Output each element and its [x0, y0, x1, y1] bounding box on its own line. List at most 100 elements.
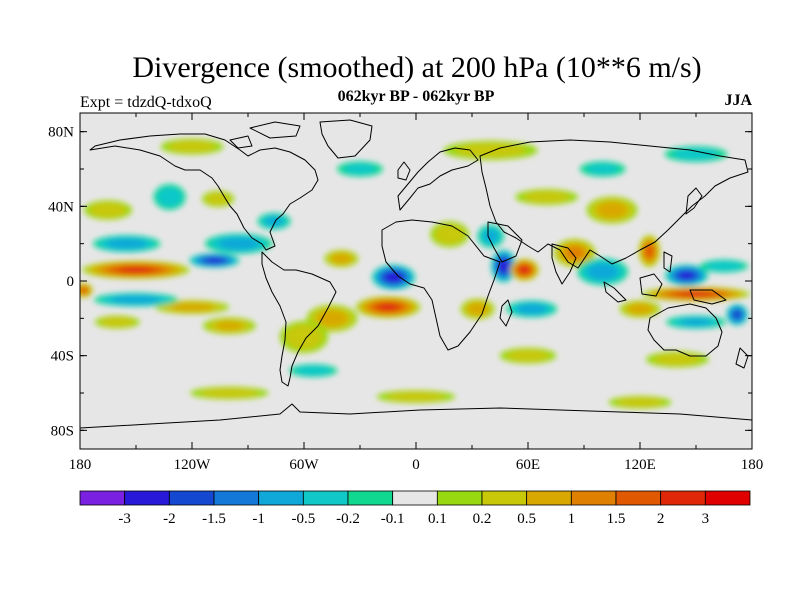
field-anomaly-28: [586, 196, 638, 224]
field-contour: [377, 303, 399, 311]
field-contour: [110, 295, 162, 304]
x-tick-label: 180: [741, 457, 764, 473]
field-contour: [483, 230, 498, 243]
coastline-south-america: [261, 251, 337, 387]
field-contour: [586, 163, 619, 175]
colorbar-label: 3: [702, 511, 710, 527]
divergence-field: [80, 138, 750, 409]
field-contour: [99, 317, 135, 328]
field-contour: [285, 324, 323, 350]
field-contour: [506, 349, 550, 362]
field-anomaly-29: [577, 258, 628, 286]
colorbar-label: -3: [118, 511, 131, 527]
field-anomaly-15: [372, 264, 416, 290]
field-contour: [705, 261, 743, 272]
colorbar-swatch: [436, 490, 483, 506]
coastline-arabia: [487, 221, 523, 263]
coastline-antarctica: [80, 403, 752, 429]
field-contour: [218, 237, 259, 250]
field-anomaly-4: [202, 317, 256, 335]
field-anomaly-46: [579, 161, 626, 177]
field-anomaly-37: [499, 347, 557, 364]
field-anomaly-33: [642, 286, 750, 302]
coastline-new-guinea: [689, 289, 727, 305]
x-tick-label: 0: [412, 457, 420, 473]
field-anomaly-12: [202, 190, 235, 207]
field-contour: [680, 318, 712, 326]
field-contour: [386, 392, 446, 402]
colorbar-swatch: [660, 490, 706, 506]
coastline-philippines: [663, 251, 673, 273]
field-anomaly-8: [204, 233, 273, 254]
field-anomaly-7: [92, 235, 161, 253]
colorbar-swatch: [258, 490, 304, 506]
colorbar-swatch: [526, 490, 572, 506]
coastline-greenland: [319, 119, 373, 159]
colorbar-label: 0.2: [473, 511, 492, 527]
field-contour: [677, 291, 715, 297]
colorbar-swatch: [704, 490, 751, 506]
field-anomaly-2: [80, 283, 93, 298]
field-anomaly-30: [638, 235, 660, 268]
y-tick-label: 40S: [51, 349, 74, 365]
coastline-australia: [647, 303, 723, 357]
field-anomaly-40: [376, 390, 456, 404]
field-anomaly-10: [83, 200, 133, 220]
field-anomaly-3: [154, 300, 230, 314]
coastline-africa: [381, 219, 501, 351]
coastline-india: [551, 243, 577, 285]
field-contour: [106, 238, 147, 249]
y-tick-label: 0: [67, 274, 75, 290]
field-anomaly-14: [324, 250, 359, 268]
colorbar-label: 1.5: [607, 511, 626, 527]
field-contour: [516, 303, 547, 315]
field-contour: [206, 258, 223, 263]
field-anomaly-11: [153, 184, 186, 210]
field-anomaly-45: [337, 161, 383, 177]
experiment-label: Expt = tdzdQ-tdxoQ: [80, 94, 212, 111]
coastline-europe: [397, 147, 479, 211]
x-tick-label: 60W: [289, 457, 319, 473]
y-tick-label: 40N: [48, 199, 74, 215]
field-contour: [732, 309, 742, 320]
field-contour: [80, 287, 88, 294]
field-contour: [157, 187, 183, 207]
colorbar-label: -1: [252, 511, 265, 527]
field-anomaly-24: [460, 298, 495, 320]
coastline-japan: [685, 187, 703, 215]
colorbar-swatch: [347, 490, 394, 506]
coastline-arctic-islands: [229, 121, 301, 149]
field-contour: [388, 274, 399, 281]
field-anomaly-35: [666, 315, 726, 329]
coastline-north-america: [89, 133, 319, 251]
colorbar-swatch: [481, 490, 528, 506]
field-contour: [294, 365, 333, 376]
axis-ticks: 180 120W 60W 0 60E 120E 180 80N 40N 0 40S 80S: [48, 113, 763, 473]
field-anomaly-21: [477, 224, 504, 248]
field-contour: [500, 262, 507, 270]
field-contour: [587, 263, 618, 280]
x-tick-label: 120W: [174, 457, 212, 473]
field-anomaly-27: [515, 189, 579, 205]
coastline-sumatra: [603, 281, 627, 303]
field-contour: [200, 388, 259, 398]
field-anomaly-19: [289, 364, 338, 378]
field-contour: [119, 266, 153, 273]
field-anomaly-9: [93, 292, 179, 307]
field-contour: [679, 272, 694, 279]
colorbar-label: 2: [657, 511, 665, 527]
coastline-new-zealand: [735, 347, 749, 369]
coastlines: [80, 119, 752, 429]
colorbar-swatch: [79, 490, 126, 506]
field-anomaly-5: [94, 315, 140, 329]
field-contour: [627, 303, 653, 315]
colorbar-swatch: [392, 490, 438, 506]
field-anomaly-31: [665, 264, 709, 287]
field-contour: [672, 148, 720, 160]
field-anomaly-39: [190, 386, 269, 400]
x-tick-label: 180: [69, 457, 92, 473]
field-anomaly-34: [619, 300, 661, 318]
field-anomaly-1: [82, 260, 190, 279]
field-anomaly-32: [699, 259, 749, 273]
